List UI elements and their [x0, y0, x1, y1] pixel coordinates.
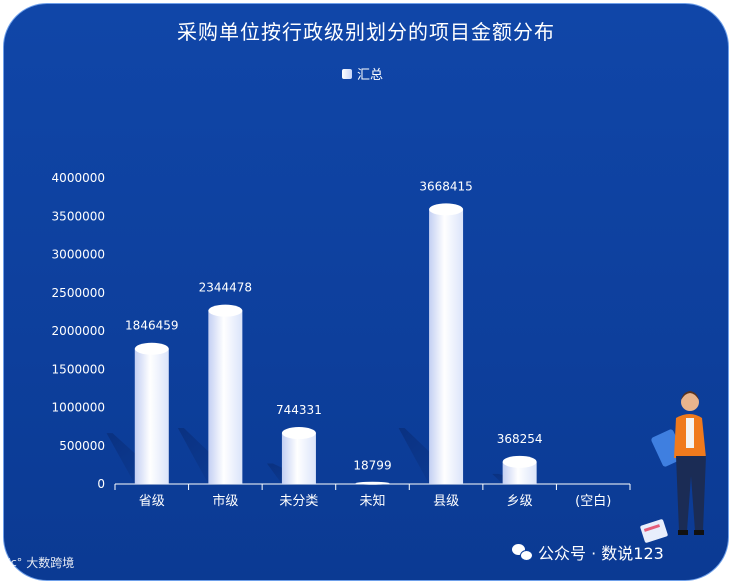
data-label: 3668415	[419, 179, 472, 193]
data-label: 18799	[353, 459, 391, 473]
bar-top	[355, 481, 390, 485]
y-tick-label: 1000000	[52, 401, 105, 415]
brand-logo-icon: ⁽ᴄ°	[8, 556, 23, 569]
y-tick-label: 2000000	[52, 324, 105, 338]
data-label: 368254	[497, 432, 543, 446]
data-label: 744331	[276, 403, 322, 417]
watermark-left: ⁽ᴄ° 大数跨境	[8, 554, 74, 571]
y-tick-label: 3000000	[52, 248, 105, 262]
y-tick-label: 4000000	[52, 171, 105, 185]
bar	[208, 310, 243, 484]
bar-top	[134, 342, 169, 355]
y-tick-label: 1500000	[52, 362, 105, 376]
x-tick-label: 市级	[212, 493, 238, 509]
bar-top	[281, 427, 316, 440]
watermark-right: 公众号 · 数说123	[512, 540, 664, 564]
bar	[429, 209, 464, 484]
legend: 汇总	[342, 64, 383, 83]
watermark-right-text: 公众号 · 数说123	[538, 544, 664, 563]
y-tick-label: 0	[97, 477, 105, 491]
watermark-left-text: 大数跨境	[26, 556, 75, 570]
x-tick-label: 省级	[139, 494, 165, 509]
y-tick-label: 3500000	[52, 209, 105, 223]
bar-top	[429, 203, 464, 216]
bar	[502, 461, 537, 484]
wechat-icon	[512, 544, 533, 561]
y-tick-label: 2500000	[52, 286, 105, 300]
data-label: 2344478	[199, 281, 252, 295]
x-tick-label: 未知	[359, 493, 385, 509]
legend-label: 汇总	[357, 68, 384, 83]
chart-title: 采购单位按行政级别划分的项目金额分布	[177, 20, 555, 44]
y-tick-label: 500000	[59, 439, 105, 453]
bar-top	[502, 455, 537, 468]
data-label: 1846459	[125, 319, 178, 333]
legend-swatch	[342, 68, 352, 79]
x-tick-label: 未分类	[279, 494, 318, 509]
bar	[281, 433, 316, 484]
x-tick-label: 乡级	[507, 494, 533, 509]
x-tick-label: 县级	[433, 494, 459, 509]
x-tick-label: (空白)	[575, 493, 611, 509]
bar-top	[208, 304, 243, 317]
bar	[134, 348, 169, 484]
